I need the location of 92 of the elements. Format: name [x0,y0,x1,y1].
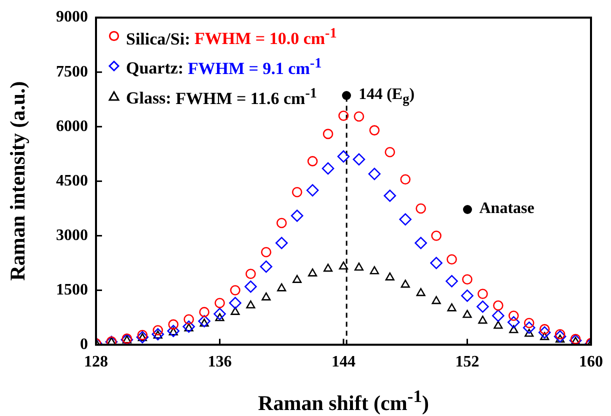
point [478,288,488,300]
annotation: 144 (E$_{g}$) [358,86,415,107]
point [292,274,302,283]
point [306,184,319,196]
point [384,190,396,202]
x-tick-label: 152 [455,354,480,371]
point [400,174,411,185]
point [446,275,458,288]
point [478,316,488,324]
point [492,310,504,322]
point [246,300,256,308]
point [229,296,242,310]
point [198,315,210,328]
x-tick-label: 160 [579,354,603,371]
point [414,236,427,250]
point [508,310,519,321]
y-tick-label: 6000 [56,118,88,135]
x-axis-title: Raman shift (cm$^{-1}$) [258,386,429,416]
point [522,322,536,334]
point [262,292,271,300]
legend-label: Quartz: FWHM = 9.1 cm$^{-1}$ [126,54,322,80]
point [290,210,304,222]
point [322,162,334,175]
point [461,290,474,302]
point [184,314,194,324]
point [137,330,148,340]
point [462,310,472,318]
point [494,320,503,329]
point [323,264,333,272]
y-tick-label: 3000 [56,226,88,244]
point [509,325,518,334]
legend-label: Glass: FWHM = 11.6 cm$^{-1}$ [126,84,317,110]
point [338,110,349,121]
point [538,326,551,339]
point [369,125,380,136]
y-tick-label: 4500 [56,172,88,190]
point [182,320,195,333]
point [384,146,396,158]
point [416,203,426,214]
point [307,156,318,166]
point [277,283,286,292]
y-tick-label: 9000 [56,8,88,26]
point [524,318,534,328]
point [354,111,364,122]
point [554,330,566,343]
x-tick-label: 136 [208,354,232,371]
point [352,153,366,166]
annotation: Anatase [479,200,534,218]
point [230,306,240,315]
point [446,254,457,265]
point [431,230,442,241]
point [199,306,210,318]
point [275,236,288,250]
legend-label: Silica/Si: FWHM = 10.0 cm$^{-1}$ [126,24,337,50]
point [539,324,550,334]
point [152,325,164,336]
point [476,300,489,313]
point [168,319,178,330]
point [399,213,412,226]
point [430,256,442,270]
point [524,328,534,337]
point [493,300,504,311]
point [230,285,240,296]
point [244,280,257,293]
point [508,316,520,328]
y-tick-label: 7500 [56,63,88,80]
point [416,288,426,296]
y-tick-label: 1500 [56,281,88,298]
point [338,261,348,270]
point [447,303,456,312]
point [370,266,379,274]
point [292,186,302,198]
point [400,280,410,288]
point [261,246,272,258]
point [308,268,318,276]
point [432,296,441,304]
point [462,274,472,285]
y-axis-title: Raman intensity (a.u.) [6,81,30,281]
x-tick-label: 128 [84,354,108,371]
point [260,260,272,273]
point [214,308,226,320]
point [246,268,256,280]
x-tick-label: 144 [332,354,356,371]
point [554,329,566,340]
point [276,218,287,228]
point [385,272,394,280]
point [354,262,364,271]
point [214,298,225,308]
point [368,168,381,180]
point [322,128,334,140]
point [337,150,350,163]
y-tick-label: 0 [80,336,88,353]
